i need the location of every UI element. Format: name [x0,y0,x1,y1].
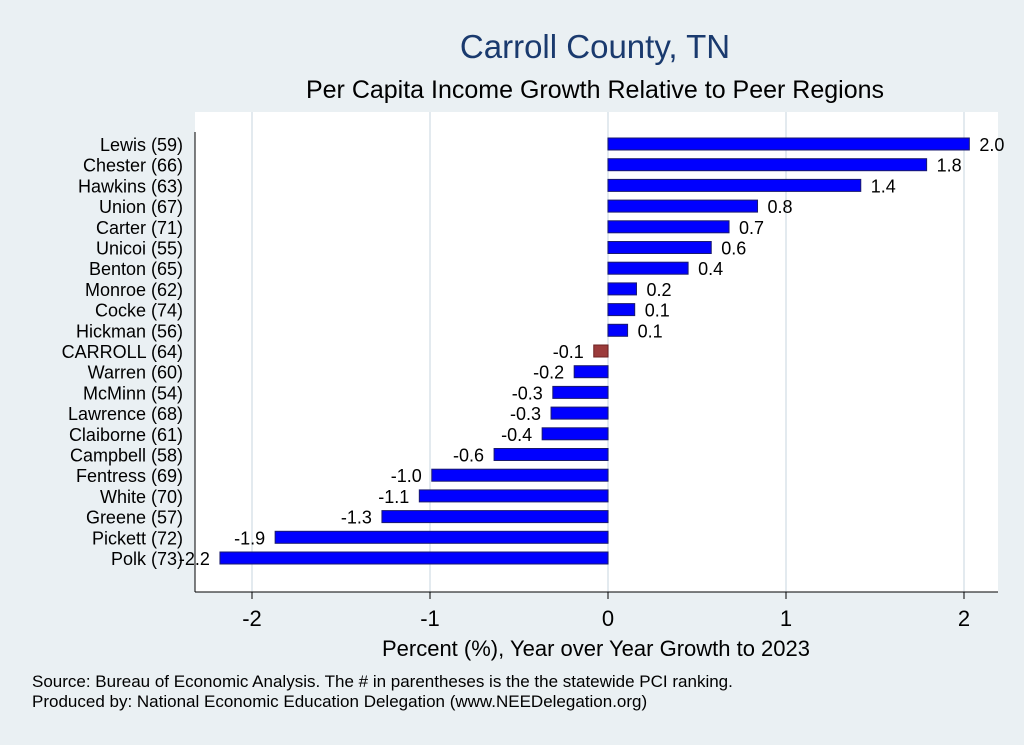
bar [431,468,609,482]
category-label: Pickett (72) [92,528,183,548]
category-label: Monroe (62) [85,280,183,300]
category-label: Unicoi (55) [96,239,183,259]
bars [219,137,970,565]
producer-note: Produced by: National Economic Education… [32,692,648,711]
data-label: 0.6 [721,239,746,259]
bar [607,241,712,254]
x-tick-label: 0 [602,606,614,631]
category-label: Union (67) [99,197,183,217]
data-label: -0.3 [512,383,543,403]
bar [219,551,609,565]
bar [607,303,636,317]
bar [381,510,609,524]
data-label: -0.4 [501,425,532,445]
x-tick-label: 1 [780,606,792,631]
x-tick-label: -1 [420,606,440,631]
category-label: Cocke (74) [95,301,183,321]
data-labels: 2.01.81.40.80.70.60.40.20.10.1-0.1-0.2-0… [179,135,1004,569]
data-label: 0.4 [698,259,723,279]
category-label: Greene (57) [86,508,183,528]
category-labels: Lewis (59)Chester (66)Hawkins (63)Union … [62,135,183,569]
bar [607,261,689,275]
bar [418,489,609,503]
category-label: Warren (60) [88,363,183,383]
category-label: Claiborne (61) [69,425,183,445]
category-label: CARROLL (64) [62,342,183,362]
bar [274,530,609,544]
bar [607,282,637,296]
bar [593,344,609,358]
category-label: Benton (65) [89,259,183,279]
data-label: -0.6 [453,446,484,466]
data-label: -0.1 [553,342,584,362]
category-label: Chester (66) [83,156,183,176]
x-axis: -2 -1 0 1 2 [194,132,998,631]
category-label: Fentress (69) [76,466,183,486]
data-label: -1.9 [234,528,265,548]
bar [607,199,759,213]
data-label: -2.2 [179,549,210,569]
data-label: 2.0 [979,135,1004,155]
data-label: -0.2 [533,363,564,383]
category-label: Hickman (56) [76,321,183,341]
category-label: Polk (73) [111,549,183,569]
bar [493,448,609,461]
data-label: -0.3 [510,404,541,424]
chart-title: Carroll County, TN [460,28,730,65]
data-label: 1.8 [937,156,962,176]
data-label: 1.4 [871,176,896,196]
category-label: Campbell (58) [70,446,183,466]
bar [607,137,970,151]
bar [607,220,730,234]
x-tick-label: -2 [242,606,262,631]
bar [573,365,609,379]
data-label: -1.1 [378,487,409,507]
bar [607,323,629,337]
bar [607,158,928,172]
data-label: 0.1 [645,301,670,321]
bar [552,385,609,399]
data-label: -1.0 [391,466,422,486]
category-label: White (70) [100,487,183,507]
category-label: Hawkins (63) [78,176,183,196]
category-label: McMinn (54) [83,383,183,403]
bar [541,427,609,441]
source-note: Source: Bureau of Economic Analysis. The… [32,672,733,691]
category-label: Lawrence (68) [68,404,183,424]
chart-subtitle: Per Capita Income Growth Relative to Pee… [306,76,884,104]
x-axis-label: Percent (%), Year over Year Growth to 20… [382,636,810,661]
data-label: 0.7 [739,218,764,238]
bar [607,178,862,192]
category-label: Lewis (59) [100,135,183,155]
data-label: 0.1 [638,321,663,341]
data-label: -1.3 [341,508,372,528]
bar [550,406,609,420]
data-label: 0.2 [646,280,671,300]
x-tick-label: 2 [958,606,970,631]
data-label: 0.8 [768,197,793,217]
category-label: Carter (71) [96,218,183,238]
